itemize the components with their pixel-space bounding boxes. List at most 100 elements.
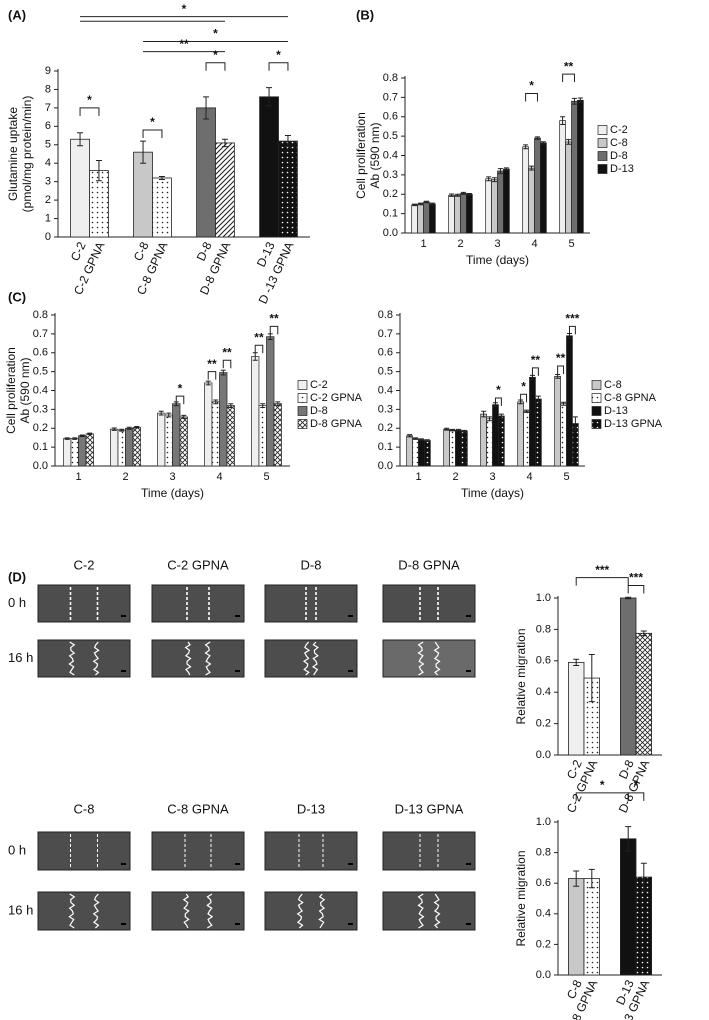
error-bar [455,428,461,432]
legend-swatch [591,419,602,429]
error-bar [481,410,487,418]
legend-label: C-2 [610,124,628,136]
bar [635,632,653,756]
y-tick-label: 1.0 [536,592,551,604]
significance-label: ** [222,345,232,359]
error-bar [588,868,595,889]
column-label: D-13 GPNA [395,801,464,816]
error-bar [497,168,503,174]
legend-swatch [297,393,308,403]
legend-label: D-8 [610,150,628,162]
y-tick-label: 6 [45,120,51,132]
y-tick-label: 0.6 [536,877,551,889]
bar [258,405,267,467]
x-axis-label: Time (days) [141,486,204,500]
column-label: D-8 [301,557,322,572]
bar [429,203,436,234]
error-bar [220,369,226,376]
significance-label: * [150,115,155,129]
significance-label: * [178,381,183,395]
bar [460,192,467,234]
error-bar [535,395,541,403]
y-tick-label: 5 [45,139,51,151]
micrograph [37,891,131,931]
y-tick-label: 0.5 [383,130,398,142]
significance-bracket [222,359,232,369]
y-tick-label: 0.6 [536,655,551,667]
bar [529,376,536,467]
micrograph [382,584,476,623]
x-tick-label: 3 [169,471,175,483]
error-bar [466,192,472,196]
error-bar [455,193,461,197]
significance-label: ** [556,351,566,365]
y-tick-label: 1 [45,212,51,224]
y-tick-label: 0.7 [383,91,398,103]
y-tick-label: 0 [45,231,51,243]
significance-label: * [496,383,501,397]
significance-bracket [525,93,538,102]
y-tick-label: 0.6 [33,347,48,359]
error-bar [77,132,84,147]
wound-edge [182,893,190,929]
bar [480,413,487,467]
wound-edge [311,641,319,676]
y-tick-label: 0.0 [383,227,398,239]
bar [517,401,524,467]
y-tick-label: 2 [45,194,51,206]
error-bar [412,203,418,207]
wound-edge [92,641,100,676]
x-tick-label: 3 [494,238,500,250]
bar [417,203,424,234]
error-bar [573,658,580,667]
error-bar [111,427,117,431]
y-tick-label: 8 [45,83,51,95]
error-bar [573,870,580,887]
bar [424,440,431,467]
bar [70,138,90,238]
legend-label: D-8 [310,405,328,417]
bar [534,137,541,234]
legend-swatch [591,380,602,390]
error-bar [423,200,429,204]
legend-swatch [591,393,602,403]
y-axis-label: Ab (590 nm) [368,122,382,188]
legend-swatch [597,138,608,148]
wound-edge [184,641,192,676]
bar [63,438,72,467]
significance-bracket [268,62,289,71]
micrograph [151,831,245,871]
error-bar [640,630,647,637]
error-bar [205,380,211,386]
bar [535,398,542,467]
bar [554,375,561,467]
row-label: 16 h [8,650,33,665]
x-tick-label: 4 [531,238,537,250]
y-tick-label: 0.1 [33,441,48,453]
error-bar [72,437,78,440]
bar [454,194,461,234]
error-bar [119,428,125,432]
y-tick-label: 0.4 [536,908,551,920]
significance-bracket [494,397,502,407]
micrograph [382,639,476,678]
bar [215,142,235,238]
significance-label: ** [179,37,189,51]
y-tick-label: 0.7 [378,328,393,340]
x-tick-label: 4 [526,471,532,483]
bar [461,430,468,467]
error-bar [534,136,540,140]
x-tick-label: 3 [489,471,495,483]
significance-bracket [531,367,539,376]
bar [251,356,260,467]
y-tick-label: 0.4 [536,686,551,698]
y-axis-label: Relative migration [514,628,528,724]
wound-edge [204,641,212,676]
significance-label: ** [564,59,574,73]
error-bar [134,426,140,429]
error-bar [540,141,546,145]
y-tick-label: 0.1 [378,441,393,453]
legend-label: C-2 GPNA [310,392,363,404]
bar [204,382,213,467]
wound-edge [302,641,311,676]
